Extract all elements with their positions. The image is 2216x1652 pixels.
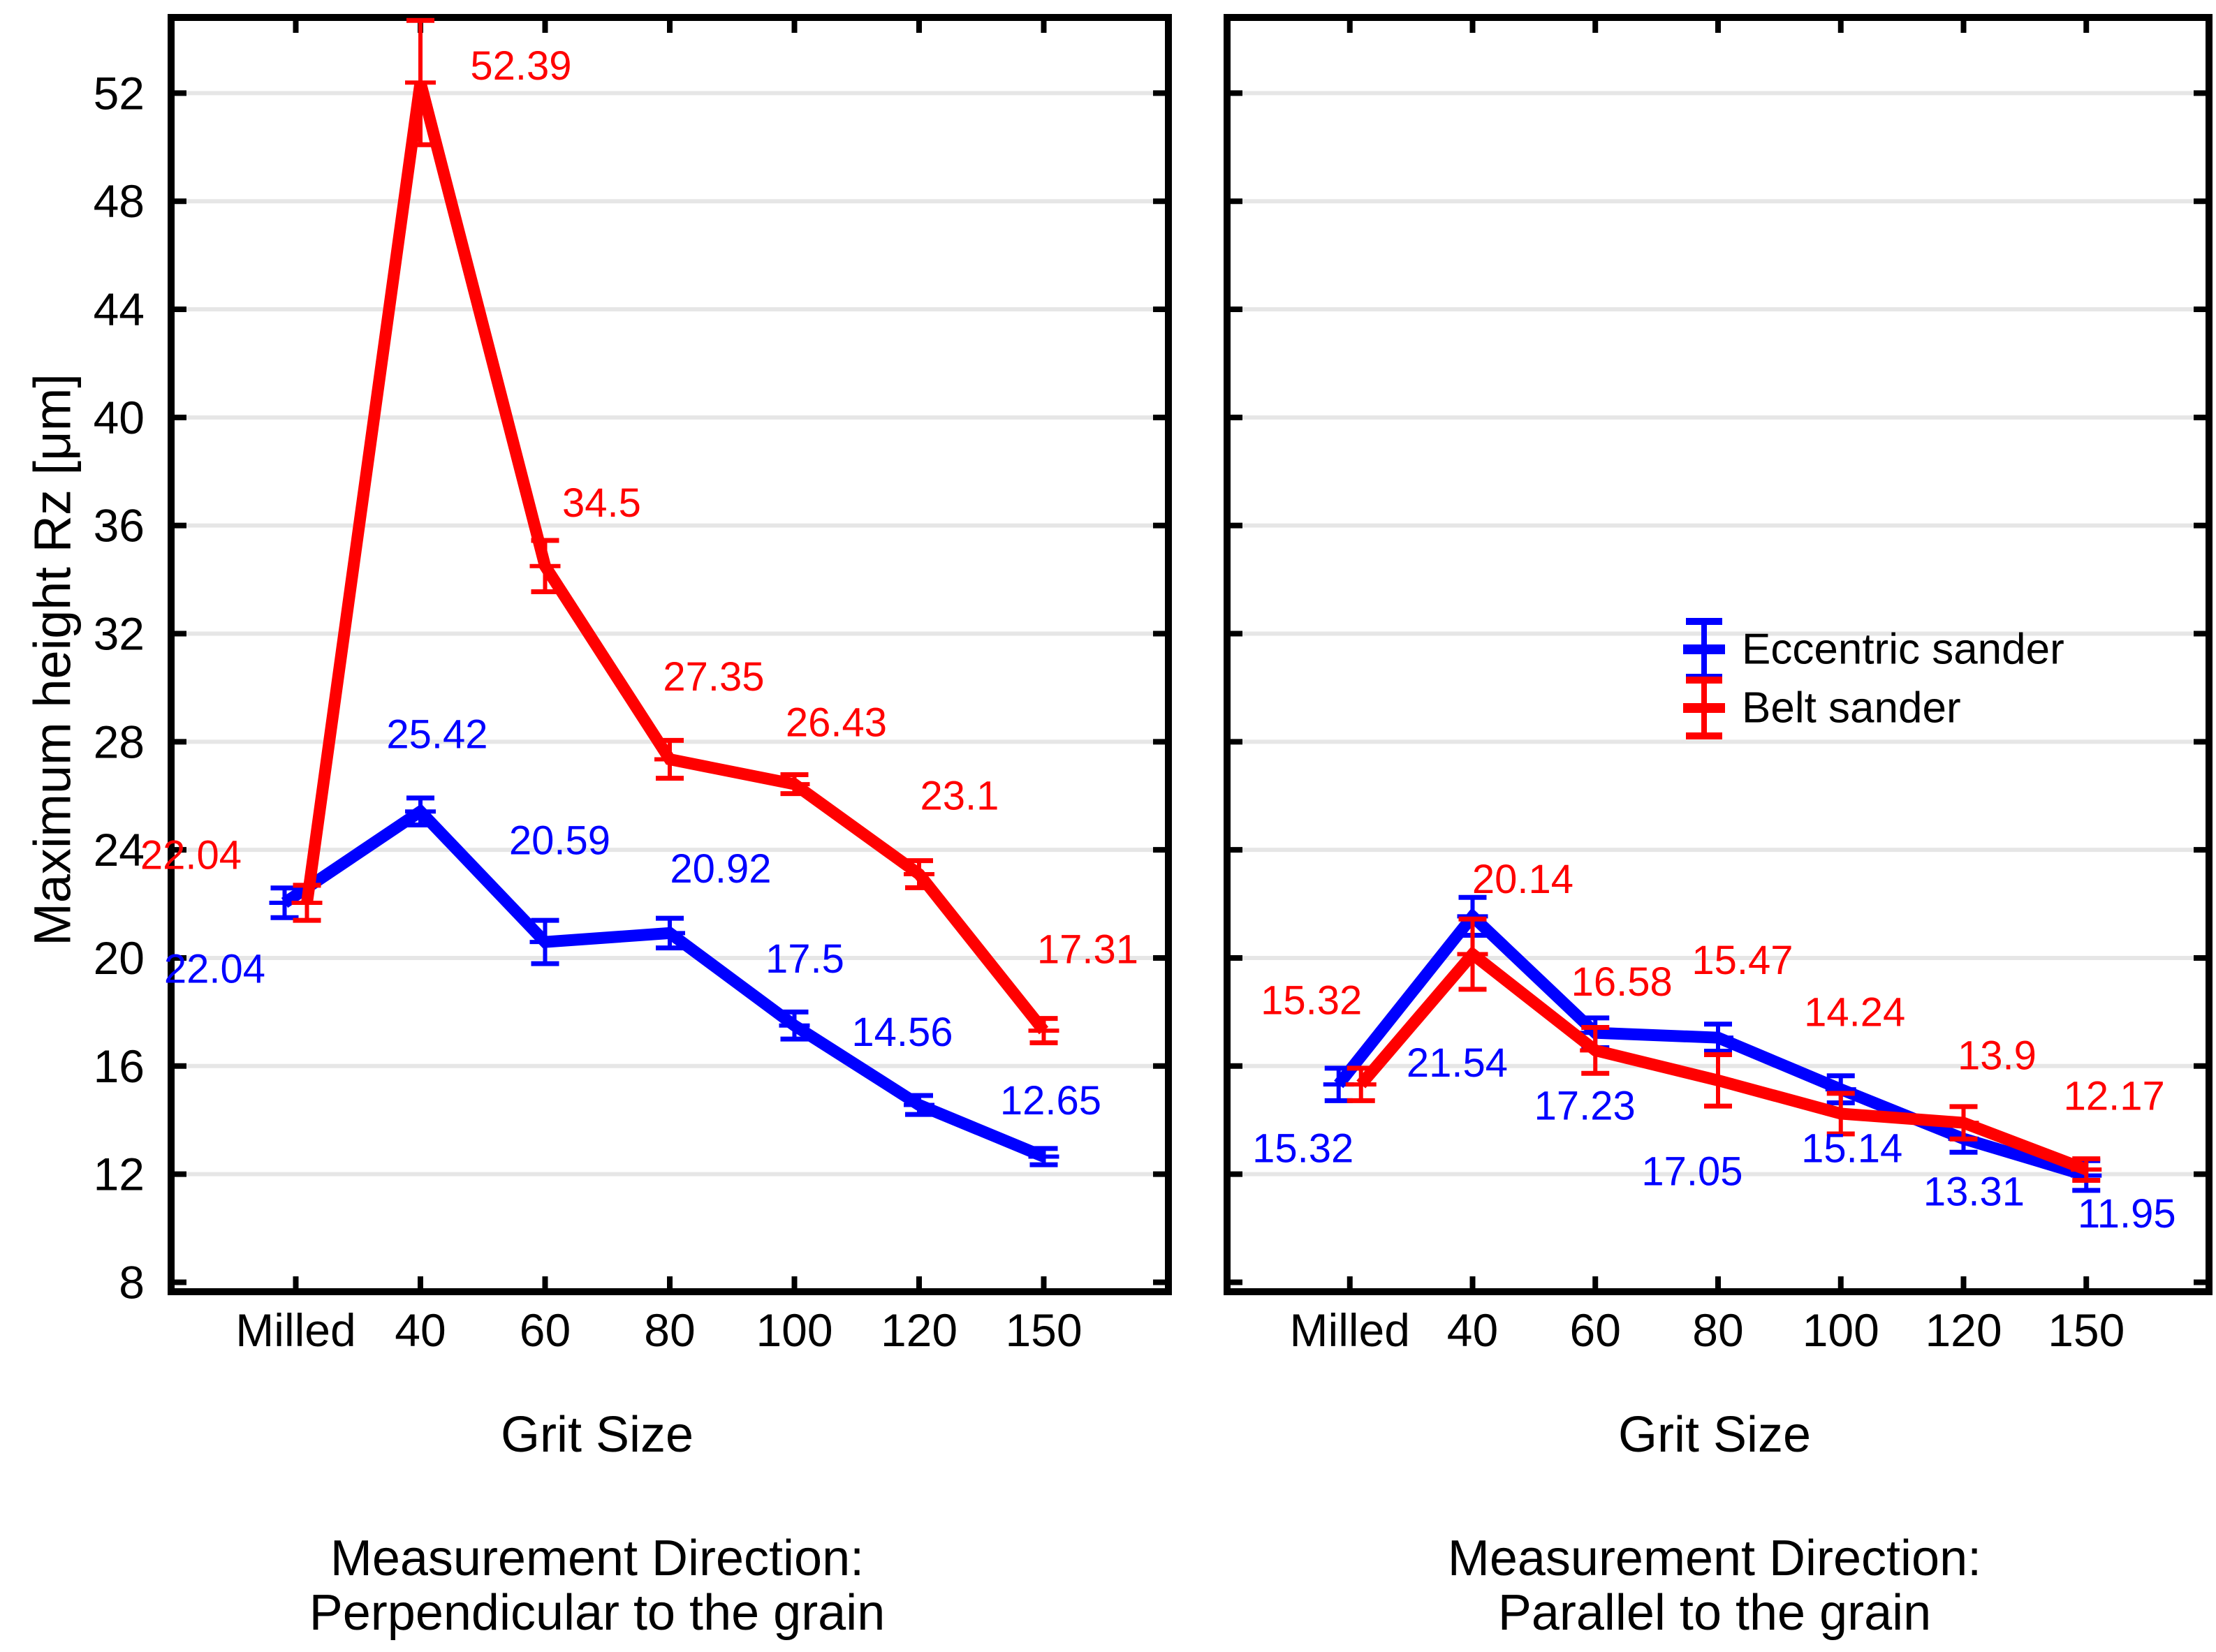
- error-bar: [1948, 1104, 1979, 1142]
- panel-caption-line2: Perpendicular to the grain: [309, 1585, 886, 1641]
- error-bar: [904, 1093, 934, 1117]
- y-tick-label: 28: [94, 716, 145, 767]
- data-point-label: 17.05: [1641, 1149, 1742, 1195]
- legend: Eccentric sander Belt sander: [1683, 618, 2064, 739]
- data-point-label: 14.24: [1804, 989, 1905, 1035]
- legend-label-belt-sander: Belt sander: [1742, 684, 1961, 732]
- y-tick-label: 36: [94, 500, 145, 552]
- y-tick-label: 24: [94, 824, 145, 876]
- legend-label-eccentric-sander: Eccentric sander: [1742, 626, 2064, 674]
- error-bar: [904, 858, 934, 890]
- error-bar: [1825, 1091, 1856, 1137]
- error-bar: [654, 915, 685, 951]
- y-tick-label: 20: [94, 932, 145, 984]
- data-point-label: 17.23: [1534, 1084, 1636, 1129]
- y-tick-label: 32: [94, 608, 145, 660]
- error-bar: [2071, 1156, 2102, 1183]
- data-point-label: 13.9: [1958, 1033, 2037, 1079]
- data-point-label: 12.17: [2064, 1074, 2165, 1119]
- x-axis-title: Grit Size: [1618, 1407, 1811, 1463]
- data-point-label: 27.35: [663, 654, 764, 700]
- data-point-label: 52.39: [470, 43, 571, 89]
- data-point-label: 20.92: [670, 846, 771, 892]
- error-bar: [779, 772, 810, 797]
- error-bar: [405, 17, 436, 147]
- error-bar: [405, 795, 436, 828]
- data-point-label: 14.56: [851, 1010, 953, 1055]
- data-point-label: 17.5: [765, 936, 844, 982]
- data-point-label: 25.42: [386, 712, 487, 758]
- x-tick-label: 80: [644, 1304, 695, 1356]
- data-point-label: 17.31: [1037, 927, 1138, 973]
- panel-caption-line1: Measurement Direction:: [1448, 1531, 1981, 1586]
- y-tick-label: 52: [94, 67, 145, 119]
- panel-parallel: Milled 40 60 80 100 120 150 15.32 21.54 17.2317.0…: [1224, 14, 2213, 1641]
- data-point-label: 15.47: [1692, 938, 1793, 983]
- y-tick-label: 12: [94, 1149, 145, 1200]
- error-bar: [1580, 1024, 1611, 1076]
- error-bar: [779, 1009, 810, 1042]
- x-tick-label: 100: [756, 1304, 832, 1356]
- series-belt-sander: [291, 17, 1059, 1046]
- x-tick-label: 60: [520, 1304, 571, 1356]
- x-tick-label: Milled: [1290, 1304, 1410, 1356]
- x-tick-label: Milled: [235, 1304, 355, 1356]
- x-tick-label: 100: [1803, 1304, 1879, 1356]
- data-point-label: 15.32: [1252, 1126, 1353, 1172]
- y-tick-label: 48: [94, 175, 145, 227]
- y-axis-title: Maximum height Rz [μm]: [24, 374, 82, 946]
- data-point-label: 12.65: [1000, 1078, 1101, 1123]
- data-point-label: 23.1: [920, 773, 999, 818]
- data-point-label: 26.43: [786, 700, 887, 746]
- panel-perpendicular: 8 12 16 20 24 28 32 36 40 44 48 52 Milled 40 60 80 100 12…: [94, 14, 1172, 1641]
- error-bar: [1703, 1052, 1733, 1109]
- error-bar: [1457, 916, 1488, 992]
- error-bar: [291, 883, 323, 923]
- data-point-label: 15.32: [1261, 978, 1362, 1024]
- panel-caption-line2: Parallel to the grain: [1498, 1585, 1931, 1641]
- y-tick-label: 44: [94, 283, 145, 335]
- x-tick-label: 120: [1925, 1304, 2002, 1356]
- x-tick-label: 40: [395, 1304, 446, 1356]
- error-bar: [1028, 1146, 1059, 1167]
- data-point-label: 11.95: [2078, 1191, 2176, 1237]
- series-belt-sander: [1345, 916, 2102, 1183]
- error-bar: [529, 538, 561, 595]
- error-bar: [1345, 1065, 1377, 1103]
- x-tick-label: 80: [1692, 1304, 1743, 1356]
- data-point-label: 16.58: [1571, 959, 1673, 1005]
- data-point-label: 34.5: [562, 480, 641, 526]
- data-point-label: 22.04: [164, 947, 265, 992]
- x-tick-label: 120: [881, 1304, 957, 1356]
- panel-caption-line1: Measurement Direction:: [330, 1531, 864, 1586]
- legend-marker-belt-sander: [1683, 677, 1725, 739]
- y-tick-label: 40: [94, 392, 145, 443]
- y-tick-label: 16: [94, 1040, 145, 1092]
- error-bar: [529, 917, 561, 966]
- error-bar: [1028, 1016, 1059, 1046]
- series-eccentric-sander: [269, 795, 1059, 1167]
- error-bar: [654, 737, 685, 781]
- data-point-label: 13.31: [1923, 1169, 2025, 1214]
- data-point-label: 22.04: [140, 833, 242, 878]
- data-point-label: 21.54: [1407, 1040, 1508, 1086]
- x-tick-label: 150: [1005, 1304, 1082, 1356]
- x-tick-label: 40: [1447, 1304, 1498, 1356]
- x-tick-label: 150: [2048, 1304, 2125, 1356]
- x-tick-label: 60: [1570, 1304, 1621, 1356]
- data-point-label: 20.59: [509, 818, 610, 864]
- data-point-label: 20.14: [1472, 857, 1573, 902]
- y-tick-label: 8: [119, 1256, 145, 1308]
- data-point-label: 15.14: [1801, 1126, 1902, 1172]
- error-bar: [1703, 1022, 1733, 1054]
- x-axis-title: Grit Size: [501, 1407, 694, 1463]
